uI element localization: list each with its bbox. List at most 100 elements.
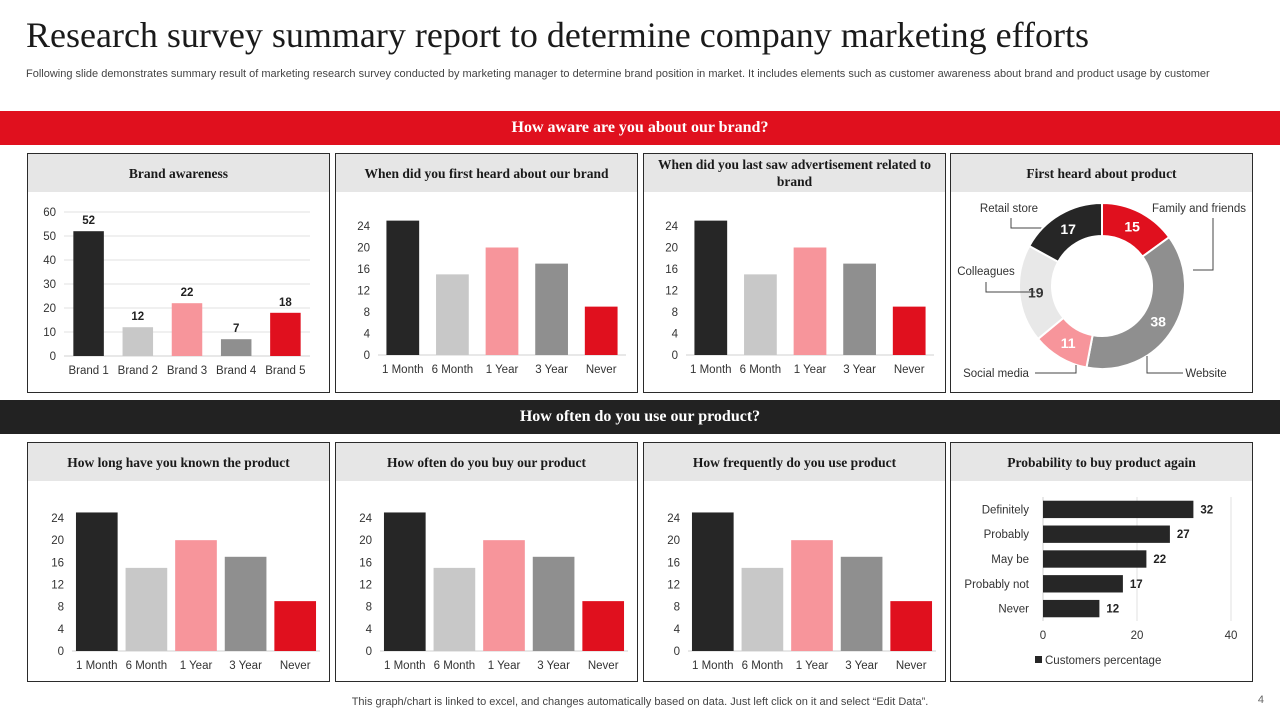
x-tick-label: 6 Month <box>742 660 784 672</box>
x-tick-label: Never <box>588 660 619 672</box>
x-tick-label: 1 Year <box>180 660 213 672</box>
bar-1-year <box>791 540 833 651</box>
bar-6-month <box>741 567 784 651</box>
x-tick-label: 1 Year <box>488 660 521 672</box>
bar-1-month <box>386 220 420 355</box>
y-tick-label: 4 <box>366 624 373 636</box>
page-subtitle: Following slide demonstrates summary res… <box>26 68 1210 80</box>
bar-6-month <box>744 274 777 355</box>
data-label: 15 <box>1124 219 1140 235</box>
y-tick-label: 8 <box>366 602 372 614</box>
bar-1-month <box>75 512 118 651</box>
category-label: Website <box>1185 368 1226 380</box>
category-label: Family and friends <box>1152 203 1246 215</box>
y-tick-label: 24 <box>357 221 370 233</box>
x-tick-label: 1 Year <box>796 660 829 672</box>
y-tick-label: 24 <box>665 221 678 233</box>
y-tick-label: May be <box>991 554 1029 566</box>
panel-first-heard-brand: When did you first heard about our brand… <box>335 153 638 393</box>
y-tick-label: 60 <box>43 207 56 219</box>
x-tick-label: 1 Year <box>486 364 519 376</box>
y-tick-label: 4 <box>364 329 371 341</box>
x-tick-label: 3 Year <box>537 660 570 672</box>
probability-buy-again-chart[interactable]: 0 20 40 Definitely 32 Probably 27 May be 22 Proba… <box>951 481 1252 681</box>
how-long-known-chart[interactable]: 0 4 8 12 16 20 24 1 Month 6 Month 1 Year 3 Year Nev… <box>28 481 329 681</box>
bar-brand-1 <box>73 231 104 356</box>
data-label: 18 <box>279 297 292 309</box>
first-heard-brand-chart[interactable]: 0 4 8 12 16 20 24 1 Month 6 Month 1 Year 3 Year Nev… <box>336 192 637 392</box>
x-tick-label: 6 Month <box>126 660 168 672</box>
y-tick-label: 16 <box>359 557 372 569</box>
y-tick-label: 12 <box>359 580 372 592</box>
panel-title: How long have you known the product <box>28 443 329 481</box>
y-tick-label: 0 <box>366 646 372 658</box>
last-saw-advertisement-chart[interactable]: 0 4 8 12 16 20 24 1 Month 6 Month 1 Year 3 Year Nev… <box>644 192 945 392</box>
y-tick-label: 16 <box>665 264 678 276</box>
slice-family-and-friends <box>1085 235 1186 370</box>
y-tick-label: 16 <box>51 557 64 569</box>
first-heard-product-donut[interactable]: 15 Retail store 38 Family and friends 11 Webs… <box>951 192 1252 392</box>
x-tick-label: Brand 3 <box>167 365 207 377</box>
bar-definitely <box>1043 500 1194 519</box>
data-label: 7 <box>233 323 239 335</box>
section-header-product-usage: How often do you use our product? <box>0 400 1280 434</box>
y-tick-label: 20 <box>357 243 370 255</box>
y-tick-label: 20 <box>51 535 64 547</box>
y-tick-label: 10 <box>43 327 56 339</box>
y-tick-label: 8 <box>58 602 64 614</box>
x-tick-label: Never <box>280 660 311 672</box>
how-often-buy-chart[interactable]: 0 4 8 12 16 20 24 1 Month 6 Month 1 Year 3 Year Nev… <box>336 481 637 681</box>
bar-probably-not <box>1043 575 1123 593</box>
y-tick-label: 0 <box>58 646 64 658</box>
how-frequently-use-chart[interactable]: 0 4 8 12 16 20 24 1 Month 6 Month 1 Year 3 Year Nev… <box>644 481 945 681</box>
bar-never <box>892 306 926 355</box>
bar-brand-2 <box>122 327 154 356</box>
y-tick-label: 20 <box>667 535 680 547</box>
category-label: Retail store <box>980 203 1038 215</box>
bar-never <box>584 306 618 355</box>
data-label: 22 <box>1153 554 1166 566</box>
y-tick-label: 4 <box>672 329 679 341</box>
bar-never <box>1043 599 1100 618</box>
panel-title: How often do you buy our product <box>336 443 637 481</box>
y-tick-label: 20 <box>665 243 678 255</box>
x-tick-label: 40 <box>1225 630 1238 642</box>
panel-how-long-known: How long have you known the product 0 4 8 1… <box>27 442 330 682</box>
bar-never <box>274 601 317 651</box>
bar-1-month <box>694 220 728 355</box>
y-tick-label: 0 <box>50 351 56 363</box>
panel-title: Probability to buy product again <box>951 443 1252 481</box>
bar-1-month <box>691 512 734 651</box>
bar-3-year <box>840 556 883 651</box>
x-tick-label: Never <box>894 364 925 376</box>
slice-colleagues <box>1027 201 1103 264</box>
data-label: 52 <box>82 215 95 227</box>
bar-probably <box>1043 525 1170 543</box>
x-tick-label: 20 <box>1131 630 1144 642</box>
y-tick-label: 12 <box>51 580 64 592</box>
bar-never <box>582 601 625 651</box>
x-tick-label: 1 Year <box>794 364 827 376</box>
panel-brand-awareness: Brand awareness 0 10 20 30 40 50 60 Brand 1 52 Br… <box>27 153 330 393</box>
y-tick-label: 30 <box>43 279 56 291</box>
x-tick-label: 6 Month <box>740 364 782 376</box>
data-label: 11 <box>1061 335 1076 351</box>
panel-title: Brand awareness <box>28 154 329 192</box>
brand-awareness-chart[interactable]: 0 10 20 30 40 50 60 Brand 1 52 Brand 2 12 Brand 3 22… <box>28 192 329 392</box>
x-tick-label: 3 Year <box>535 364 568 376</box>
y-tick-label: 8 <box>364 307 370 319</box>
bar-6-month <box>436 274 469 355</box>
bar-never <box>890 601 933 651</box>
x-tick-label: 6 Month <box>434 660 476 672</box>
leader-line <box>1035 365 1077 374</box>
y-tick-label: 8 <box>674 602 680 614</box>
y-tick-label: 16 <box>357 264 370 276</box>
bar-1-year <box>485 247 519 355</box>
x-tick-label: Never <box>896 660 927 672</box>
bar-1-year <box>175 540 217 651</box>
panel-title: When did you last saw advertisement rela… <box>644 154 945 192</box>
y-tick-label: Probably not <box>964 579 1029 591</box>
bar-1-year <box>793 247 827 355</box>
page-title: Research survey summary report to determ… <box>26 15 1089 55</box>
y-tick-label: Definitely <box>982 504 1030 516</box>
